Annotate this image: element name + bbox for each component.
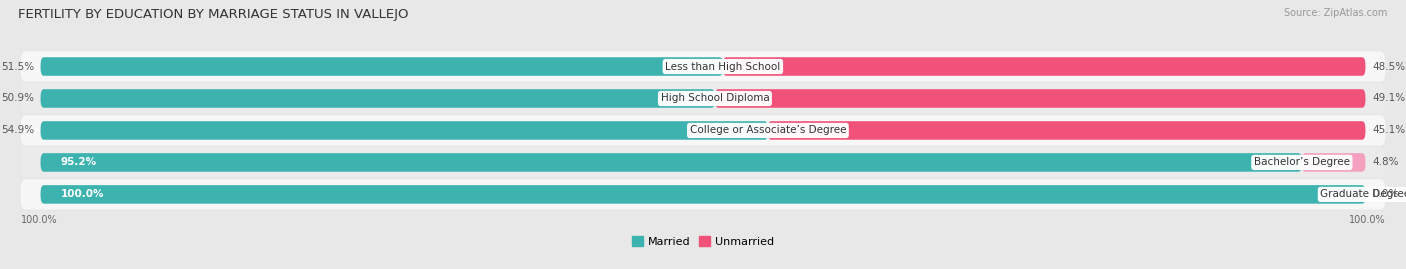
Text: College or Associate’s Degree: College or Associate’s Degree	[690, 125, 846, 136]
FancyBboxPatch shape	[41, 89, 714, 108]
Text: 45.1%: 45.1%	[1372, 125, 1405, 136]
Text: Bachelor’s Degree: Bachelor’s Degree	[1254, 157, 1350, 167]
Text: 100.0%: 100.0%	[60, 189, 104, 199]
Text: 49.1%: 49.1%	[1372, 94, 1405, 104]
Text: 51.5%: 51.5%	[1, 62, 34, 72]
FancyBboxPatch shape	[21, 179, 1385, 210]
FancyBboxPatch shape	[41, 153, 1302, 172]
FancyBboxPatch shape	[723, 57, 1365, 76]
Text: 100.0%: 100.0%	[1348, 215, 1385, 225]
FancyBboxPatch shape	[714, 89, 1365, 108]
Text: Graduate Degree: Graduate Degree	[1320, 189, 1406, 199]
Legend: Married, Unmarried: Married, Unmarried	[633, 236, 773, 247]
Text: 4.8%: 4.8%	[1372, 157, 1399, 167]
Text: 0.0%: 0.0%	[1372, 189, 1399, 199]
Text: 48.5%: 48.5%	[1372, 62, 1405, 72]
FancyBboxPatch shape	[41, 185, 1365, 204]
Text: Source: ZipAtlas.com: Source: ZipAtlas.com	[1284, 8, 1388, 18]
Text: High School Diploma: High School Diploma	[661, 94, 769, 104]
FancyBboxPatch shape	[21, 115, 1385, 146]
FancyBboxPatch shape	[41, 121, 768, 140]
Text: 95.2%: 95.2%	[60, 157, 97, 167]
FancyBboxPatch shape	[21, 51, 1385, 82]
FancyBboxPatch shape	[1302, 153, 1365, 172]
FancyBboxPatch shape	[768, 121, 1365, 140]
FancyBboxPatch shape	[41, 57, 723, 76]
Text: Less than High School: Less than High School	[665, 62, 780, 72]
Text: 100.0%: 100.0%	[21, 215, 58, 225]
FancyBboxPatch shape	[21, 147, 1385, 178]
Text: FERTILITY BY EDUCATION BY MARRIAGE STATUS IN VALLEJO: FERTILITY BY EDUCATION BY MARRIAGE STATU…	[18, 8, 409, 21]
Text: 54.9%: 54.9%	[1, 125, 34, 136]
Text: 50.9%: 50.9%	[1, 94, 34, 104]
FancyBboxPatch shape	[21, 83, 1385, 114]
